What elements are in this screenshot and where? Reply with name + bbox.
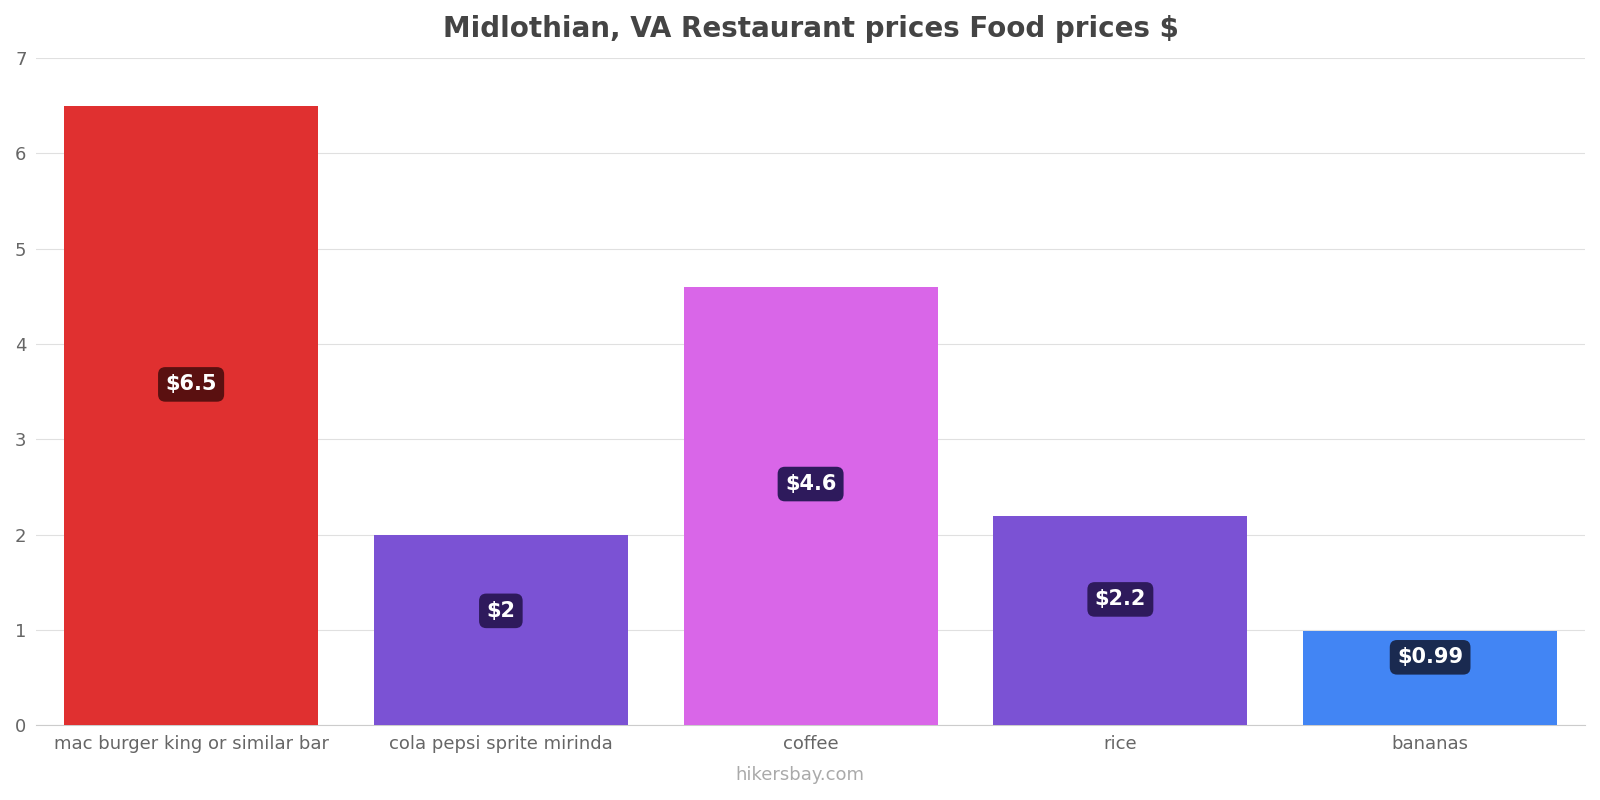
Text: $2.2: $2.2 <box>1094 590 1146 610</box>
Text: hikersbay.com: hikersbay.com <box>736 766 864 784</box>
Bar <box>1302 631 1557 726</box>
Text: $0.99: $0.99 <box>1397 647 1462 667</box>
Title: Midlothian, VA Restaurant prices Food prices $: Midlothian, VA Restaurant prices Food pr… <box>443 15 1179 43</box>
Text: $2: $2 <box>486 601 515 621</box>
Bar <box>64 106 318 726</box>
Text: $6.5: $6.5 <box>165 374 218 394</box>
Bar <box>374 534 627 726</box>
Text: $4.6: $4.6 <box>786 474 837 494</box>
Bar <box>994 515 1248 726</box>
Bar <box>683 286 938 726</box>
